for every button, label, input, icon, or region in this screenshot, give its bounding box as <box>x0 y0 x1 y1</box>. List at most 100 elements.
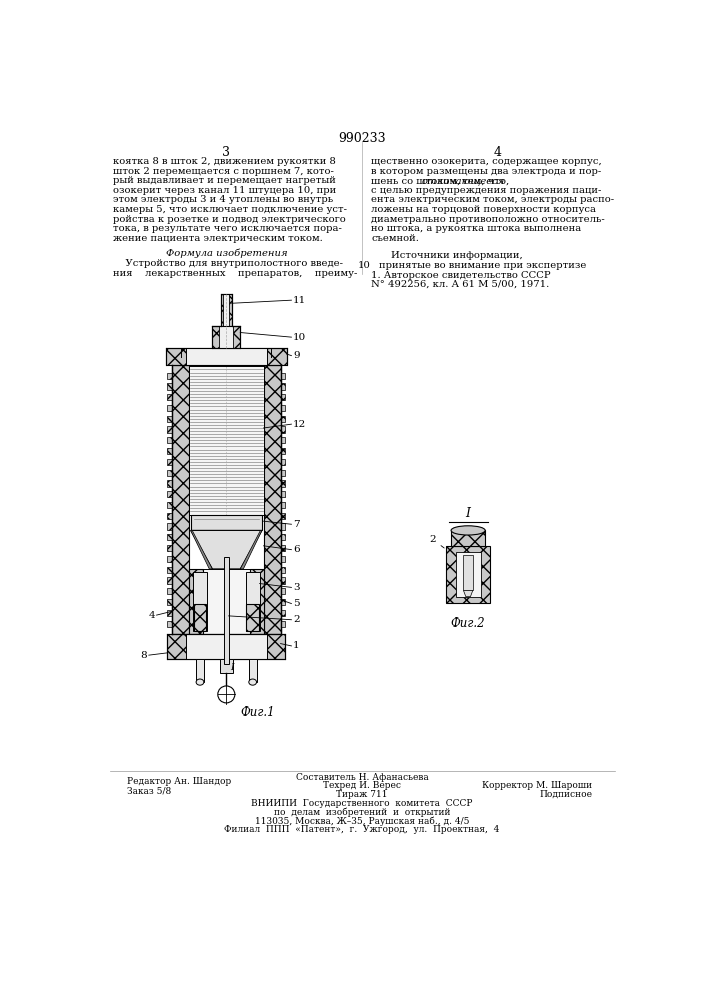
Polygon shape <box>168 556 172 562</box>
Text: отличающееся: отличающееся <box>421 176 505 185</box>
Text: камеры 5, что исключает подключение уст-: камеры 5, что исключает подключение уст- <box>113 205 347 214</box>
Polygon shape <box>281 610 285 616</box>
Text: принятые во внимание при экспертизе: принятые во внимание при экспертизе <box>379 261 586 270</box>
Text: рый выдавливает и перемещает нагретый: рый выдавливает и перемещает нагретый <box>113 176 336 185</box>
Polygon shape <box>281 426 285 433</box>
Text: 9: 9 <box>293 351 300 360</box>
Text: 4: 4 <box>493 146 501 159</box>
Polygon shape <box>464 590 473 597</box>
Polygon shape <box>281 599 285 605</box>
Text: шень со штоком,: шень со штоком, <box>371 176 464 185</box>
Text: I: I <box>230 663 234 672</box>
Polygon shape <box>281 437 285 443</box>
Polygon shape <box>196 659 204 682</box>
Polygon shape <box>281 523 285 530</box>
Text: Редактор Ан. Шандор: Редактор Ан. Шандор <box>127 777 231 786</box>
Text: Филиал  ППП  «Патент»,  г.  Ужгород,  ул.  Проектная,  4: Филиал ППП «Патент», г. Ужгород, ул. Про… <box>224 825 500 834</box>
Text: тем, что,: тем, что, <box>459 176 509 185</box>
Polygon shape <box>281 459 285 465</box>
Polygon shape <box>246 572 259 631</box>
Polygon shape <box>168 480 172 487</box>
Polygon shape <box>168 567 172 573</box>
Text: 1. Авторское свидетельство СССР: 1. Авторское свидетельство СССР <box>371 271 551 280</box>
Text: 2: 2 <box>429 535 444 548</box>
Polygon shape <box>168 534 172 540</box>
Polygon shape <box>168 416 172 422</box>
Polygon shape <box>186 348 267 365</box>
Polygon shape <box>168 502 172 508</box>
Text: Источники информации,: Источники информации, <box>391 251 522 260</box>
Polygon shape <box>203 569 250 634</box>
Polygon shape <box>281 556 285 562</box>
Polygon shape <box>281 577 285 584</box>
Text: с целью предупреждения поражения паци-: с целью предупреждения поражения паци- <box>371 186 602 195</box>
Polygon shape <box>281 534 285 540</box>
Polygon shape <box>464 555 473 590</box>
Text: 990233: 990233 <box>338 132 386 145</box>
Polygon shape <box>168 491 172 497</box>
Polygon shape <box>281 373 285 379</box>
Polygon shape <box>168 426 172 433</box>
Polygon shape <box>240 530 262 569</box>
Ellipse shape <box>249 679 257 685</box>
Text: ента электрическим током, электроды распо-: ента электрическим током, электроды расп… <box>371 195 614 204</box>
Polygon shape <box>168 383 172 389</box>
Text: 113035, Москва, Ж–35, Раушская наб., д. 4/5: 113035, Москва, Ж–35, Раушская наб., д. … <box>255 816 469 826</box>
Text: 2: 2 <box>293 615 300 624</box>
Polygon shape <box>446 546 490 603</box>
Polygon shape <box>189 569 203 634</box>
Polygon shape <box>168 405 172 411</box>
Polygon shape <box>168 437 172 443</box>
Polygon shape <box>281 416 285 422</box>
Text: Корректор М. Шароши: Корректор М. Шароши <box>482 781 592 790</box>
Text: I: I <box>466 507 471 520</box>
Polygon shape <box>221 294 232 326</box>
Text: Подписное: Подписное <box>539 790 592 799</box>
Polygon shape <box>166 348 287 365</box>
Text: ния    лекарственных    препаратов,    преиму-: ния лекарственных препаратов, преиму- <box>113 269 358 278</box>
Polygon shape <box>168 588 172 594</box>
Polygon shape <box>168 448 172 454</box>
Text: 5: 5 <box>293 599 300 608</box>
Polygon shape <box>191 515 262 530</box>
Polygon shape <box>281 567 285 573</box>
Text: но штока, а рукоятка штока выполнена: но штока, а рукоятка штока выполнена <box>371 224 581 233</box>
Polygon shape <box>168 545 172 551</box>
Text: съемной.: съемной. <box>371 234 419 243</box>
Text: этом электроды 3 и 4 утоплены во внутрь: этом электроды 3 и 4 утоплены во внутрь <box>113 195 333 204</box>
Text: 4: 4 <box>148 611 155 620</box>
Polygon shape <box>168 513 172 519</box>
Text: Составитель Н. Афанасьева: Составитель Н. Афанасьева <box>296 773 428 782</box>
Polygon shape <box>281 502 285 508</box>
Polygon shape <box>250 569 264 634</box>
Text: 12: 12 <box>293 420 306 429</box>
Polygon shape <box>219 326 233 348</box>
Polygon shape <box>281 491 285 497</box>
Text: Тираж 711: Тираж 711 <box>337 790 387 799</box>
Polygon shape <box>168 523 172 530</box>
Polygon shape <box>264 365 281 634</box>
Text: 8: 8 <box>141 651 147 660</box>
Text: 6: 6 <box>293 545 300 554</box>
Text: диаметрально противоположно относитель-: диаметрально противоположно относитель- <box>371 215 605 224</box>
Polygon shape <box>451 530 485 546</box>
Text: ройства к розетке и подвод электрического: ройства к розетке и подвод электрическог… <box>113 215 346 224</box>
Circle shape <box>218 686 235 703</box>
Polygon shape <box>281 405 285 411</box>
Polygon shape <box>168 470 172 476</box>
Text: Заказ 5/8: Заказ 5/8 <box>127 786 171 795</box>
Polygon shape <box>281 620 285 627</box>
Polygon shape <box>224 557 228 664</box>
Text: тока, в результате чего исключается пора-: тока, в результате чего исключается пора… <box>113 224 342 233</box>
Text: по  делам  изобретений  и  открытий: по делам изобретений и открытий <box>274 808 450 817</box>
Polygon shape <box>212 326 240 348</box>
Polygon shape <box>172 365 189 634</box>
Text: N° 492256, кл. А 61 М 5/00, 1971.: N° 492256, кл. А 61 М 5/00, 1971. <box>371 280 549 289</box>
Ellipse shape <box>196 679 204 685</box>
Polygon shape <box>168 634 285 659</box>
Polygon shape <box>281 394 285 400</box>
Text: Фиг.2: Фиг.2 <box>451 617 486 630</box>
Polygon shape <box>281 470 285 476</box>
Text: 3: 3 <box>293 583 300 592</box>
Polygon shape <box>168 459 172 465</box>
